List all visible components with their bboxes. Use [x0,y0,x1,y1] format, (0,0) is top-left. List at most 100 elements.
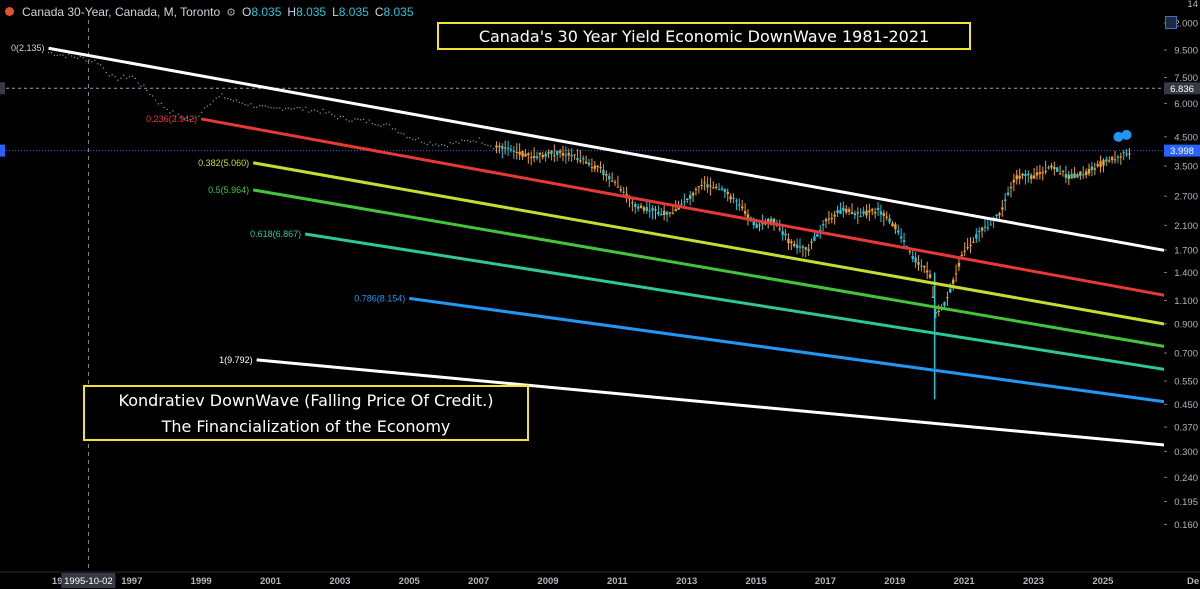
candle-body [824,219,828,222]
candle-body [541,155,544,158]
candle-body [1006,192,1010,195]
fib-level-label: 0.382(5.060) [198,158,249,168]
candle-body [1053,166,1056,170]
candle-body [1113,159,1117,161]
price-dot [50,52,53,54]
price-dot [391,128,394,130]
price-dot [415,139,417,141]
candle-body [668,212,672,214]
candle-body [590,167,594,169]
candle-body [1067,174,1070,179]
candle-body [928,274,932,278]
chart-title-annotation[interactable]: Canada's 30 Year Yield Economic DownWave… [437,22,971,50]
price-dot [253,106,255,108]
note-annotation[interactable]: Kondratiev DownWave (Falling Price Of Cr… [83,385,529,441]
candle-body [853,213,857,216]
candle-body [709,185,712,187]
price-dot [218,96,220,98]
candle-body [966,247,969,249]
candle-body [1119,156,1123,158]
candle-body [1084,171,1088,176]
price-dot [322,108,324,111]
settings-icon[interactable]: ⚙ [226,6,237,19]
candle-body [1105,159,1108,162]
price-dot [417,137,420,139]
candle-body [899,236,903,239]
candle-body [934,312,938,314]
price-dot [94,59,96,61]
candle-body [943,302,946,306]
price-dot [383,124,385,126]
fib-level-label: 0.786(8.154) [354,293,405,303]
price-dot [204,107,206,109]
candle-body [648,210,651,212]
candle-body [688,194,692,199]
candle-body [868,210,871,213]
x-tick-label: 2015 [745,576,767,587]
candle-body [683,201,686,203]
price-dot [397,132,399,134]
price-dot [388,124,391,126]
price-dot [149,93,151,95]
price-dot [172,110,174,112]
candle-body [871,209,874,211]
price-axis-bg [1164,0,1200,575]
y-tick-label: 9.500 [1174,46,1198,57]
candle-body [882,213,886,216]
price-dot [308,111,310,113]
candle-body [923,266,926,268]
candle-body [957,262,961,267]
candle-body [504,147,507,149]
high-label: H [287,5,297,19]
y-tick-label: 1.400 [1174,268,1198,279]
y-tick-label: 0.240 [1174,473,1198,484]
candle-body [553,155,556,157]
x-tick-label: 2007 [468,576,489,587]
price-dot [68,53,70,55]
y-tick-label: 12.000 [1169,18,1198,29]
candle-body [784,233,787,236]
price-dot [305,106,307,108]
candle-body [524,153,527,157]
price-dot [487,144,489,146]
price-dot [443,144,446,146]
candle-body [769,218,773,223]
price-dot [88,59,90,61]
price-marker-left [0,82,5,95]
candle-body [544,153,547,157]
high-value: 8.035 [296,5,327,19]
price-dot [180,116,183,118]
price-dot [73,56,76,58]
y-tick-label: 0.450 [1174,400,1198,411]
price-dot [380,125,382,127]
price-dot [493,148,495,150]
candle-body [674,209,677,212]
price-dot [102,67,105,69]
candle-body [1116,156,1120,158]
candle-body [1096,164,1099,167]
price-dot [157,103,159,105]
candle-body [758,224,761,226]
candle-body [969,245,972,247]
candle-body [1030,175,1033,179]
candle-body [983,226,987,228]
fib-line [409,296,1194,408]
candle-body [712,187,715,189]
candle-body [622,191,625,193]
x-tick-label: 2001 [260,576,282,587]
price-dot [334,115,336,117]
candle-body [946,297,949,299]
candle-body [717,189,721,191]
candle-body [894,224,897,230]
x-tick-label: 2003 [329,576,350,587]
x-tick-label: 2019 [884,576,905,587]
candle-body [911,256,914,259]
candle-body [570,155,573,157]
alert-icon[interactable] [1165,16,1177,29]
symbol-title[interactable]: Canada 30-Year, Canada, M, Toronto [22,5,221,19]
candle-body [561,152,565,156]
candle-body [1125,153,1128,155]
price-dot [464,139,466,142]
price-dot [131,75,133,77]
